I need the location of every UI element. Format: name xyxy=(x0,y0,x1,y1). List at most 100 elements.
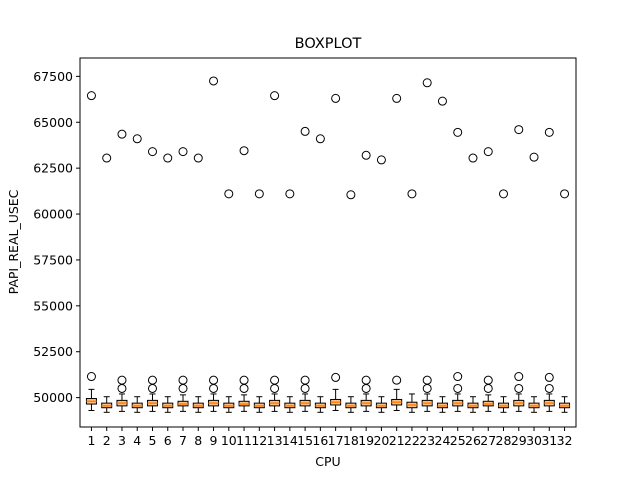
outlier-point xyxy=(163,153,173,163)
box-group xyxy=(146,147,158,412)
box-group xyxy=(452,127,464,412)
outlier-point xyxy=(209,76,219,86)
outlier-point xyxy=(529,152,539,162)
outlier-point xyxy=(468,153,478,163)
x-tick-label: 11 xyxy=(236,433,252,448)
y-tick-label: 67500 xyxy=(33,69,73,84)
box-group xyxy=(421,78,433,412)
outlier-point xyxy=(117,129,127,139)
box-group xyxy=(192,153,204,413)
x-tick-label: 7 xyxy=(179,433,187,448)
x-tick-label: 15 xyxy=(297,433,313,448)
outlier-point xyxy=(178,375,188,385)
x-tick-label: 10 xyxy=(221,433,237,448)
outlier-point xyxy=(193,153,203,163)
outlier-point xyxy=(331,372,341,382)
outlier-point xyxy=(315,134,325,144)
x-tick-label: 4 xyxy=(133,433,141,448)
x-tick-label: 9 xyxy=(210,433,218,448)
outlier-point xyxy=(346,190,356,200)
outlier-point xyxy=(86,372,96,382)
outlier-point xyxy=(544,383,554,393)
box-group xyxy=(238,146,250,412)
x-tick-label: 6 xyxy=(164,433,172,448)
box-group xyxy=(269,91,281,412)
box-group xyxy=(436,96,448,413)
box-group xyxy=(284,189,296,413)
x-tick-label: 17 xyxy=(328,433,344,448)
y-tick-label: 57500 xyxy=(33,252,73,267)
box-group xyxy=(116,129,128,412)
chart-title: BOXPLOT xyxy=(295,36,362,52)
x-tick-label: 8 xyxy=(194,433,202,448)
outlier-point xyxy=(102,153,112,163)
box-group xyxy=(314,134,326,413)
box-group xyxy=(482,147,494,412)
box-group xyxy=(375,155,387,413)
box-group xyxy=(559,189,571,413)
y-axis-title: PAPI_REAL_USEC xyxy=(6,189,21,294)
outlier-point xyxy=(514,372,524,382)
outlier-point xyxy=(376,155,386,165)
x-tick-label: 24 xyxy=(435,433,451,448)
box-group xyxy=(513,125,525,412)
box-group xyxy=(253,189,265,413)
y-axis: 50000 52500 55000 57500 60000 62500 65000 67500 xyxy=(33,69,80,405)
outlier-point xyxy=(407,189,417,199)
x-tick-label: 31 xyxy=(541,433,557,448)
box-group xyxy=(345,190,357,413)
box-group xyxy=(208,76,220,412)
outlier-point xyxy=(499,189,509,199)
x-tick-label: 30 xyxy=(526,433,542,448)
outlier-point xyxy=(392,93,402,103)
x-tick-label: 23 xyxy=(419,433,435,448)
y-tick-label: 62500 xyxy=(33,161,73,176)
plot-frame xyxy=(79,57,577,428)
x-tick-label: 18 xyxy=(343,433,359,448)
x-tick-label: 20 xyxy=(373,433,389,448)
outlier-point xyxy=(178,147,188,157)
outlier-point xyxy=(514,125,524,135)
outlier-point xyxy=(147,375,157,385)
x-tick-label: 16 xyxy=(312,433,328,448)
outlier-point xyxy=(483,375,493,385)
y-tick-label: 65000 xyxy=(33,115,73,130)
chart-marks xyxy=(85,76,571,413)
y-tick-label: 55000 xyxy=(33,298,73,313)
box-group xyxy=(498,189,510,413)
outlier-point xyxy=(453,383,463,393)
x-tick-label: 19 xyxy=(358,433,374,448)
outlier-point xyxy=(331,93,341,103)
outlier-point xyxy=(483,147,493,157)
outlier-point xyxy=(147,147,157,157)
outlier-point xyxy=(132,134,142,144)
x-axis-title: CPU xyxy=(315,454,340,469)
y-tick-label: 52500 xyxy=(33,344,73,359)
x-tick-label: 13 xyxy=(267,433,283,448)
outlier-point xyxy=(361,375,371,385)
outlier-point xyxy=(392,375,402,385)
outlier-point xyxy=(239,146,249,156)
x-tick-label: 14 xyxy=(282,433,298,448)
box-group xyxy=(528,152,540,413)
outlier-point xyxy=(422,375,432,385)
outlier-point xyxy=(300,375,310,385)
box-group xyxy=(299,126,311,412)
outlier-point xyxy=(437,96,447,106)
outlier-point xyxy=(361,150,371,160)
outlier-point xyxy=(86,91,96,101)
box-group xyxy=(391,93,403,411)
box-group xyxy=(101,153,113,413)
box-group xyxy=(330,93,342,411)
box-group xyxy=(467,153,479,413)
box-group xyxy=(131,134,143,413)
box-group xyxy=(162,153,174,413)
outlier-point xyxy=(422,78,432,88)
box-group xyxy=(85,91,97,411)
x-tick-label: 3 xyxy=(118,433,126,448)
outlier-point xyxy=(270,375,280,385)
x-tick-label: 21 xyxy=(389,433,405,448)
x-tick-label: 28 xyxy=(496,433,512,448)
x-tick-label: 27 xyxy=(480,433,496,448)
x-tick-label: 5 xyxy=(149,433,157,448)
